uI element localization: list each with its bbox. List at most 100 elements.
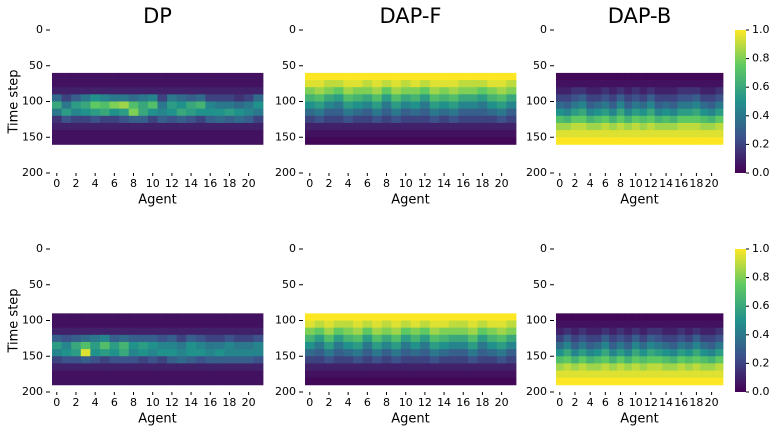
cell xyxy=(186,137,197,145)
cell xyxy=(609,320,618,329)
cell xyxy=(448,94,459,102)
cell xyxy=(429,87,440,95)
cell xyxy=(362,72,373,81)
cell xyxy=(448,115,459,124)
cell xyxy=(439,370,450,379)
cell xyxy=(52,130,62,138)
cell xyxy=(324,122,335,131)
cell xyxy=(157,363,168,371)
cell xyxy=(234,137,245,145)
cell xyxy=(381,137,392,145)
cell xyxy=(662,101,671,110)
cell xyxy=(343,115,354,124)
cell xyxy=(167,327,178,336)
cell xyxy=(685,349,694,357)
cell xyxy=(700,341,709,350)
cell xyxy=(654,320,663,329)
cell xyxy=(647,108,656,117)
cell xyxy=(52,122,62,131)
cell xyxy=(372,87,383,95)
cell xyxy=(90,377,101,386)
cell xyxy=(496,80,507,88)
cell xyxy=(157,356,168,364)
cell xyxy=(243,108,254,117)
cell xyxy=(362,356,373,364)
cell xyxy=(352,349,363,357)
cell xyxy=(215,327,226,336)
cell xyxy=(362,137,373,145)
cell xyxy=(195,349,206,357)
cell xyxy=(685,370,694,379)
cell xyxy=(333,108,344,117)
cell xyxy=(556,94,564,102)
y-tick-label: 100 xyxy=(526,314,547,327)
cell xyxy=(52,334,62,343)
cell xyxy=(61,356,72,364)
cell xyxy=(400,334,411,343)
cell xyxy=(448,313,459,321)
cell xyxy=(362,130,373,138)
cell xyxy=(420,101,431,110)
cell xyxy=(381,80,392,88)
cell xyxy=(99,327,110,336)
cell xyxy=(609,130,618,138)
cell xyxy=(458,320,469,329)
cell xyxy=(343,377,354,386)
x-tick-label: 20 xyxy=(705,396,719,409)
cell xyxy=(224,356,235,364)
cell xyxy=(506,334,517,343)
cell xyxy=(138,94,149,102)
cell xyxy=(205,370,216,379)
cell xyxy=(138,320,149,329)
y-tick-label: 100 xyxy=(22,314,43,327)
cell xyxy=(157,115,168,124)
cell xyxy=(109,377,120,386)
cell xyxy=(372,320,383,329)
cell xyxy=(487,349,498,357)
cell xyxy=(506,137,517,145)
cell xyxy=(314,80,325,88)
cell xyxy=(616,115,625,124)
cell xyxy=(692,363,701,371)
cell xyxy=(563,108,572,117)
cell xyxy=(487,320,498,329)
cell xyxy=(468,370,479,379)
cell xyxy=(685,101,694,110)
cell xyxy=(647,87,656,95)
cell xyxy=(305,115,315,124)
cell xyxy=(496,130,507,138)
cell xyxy=(362,363,373,371)
cell xyxy=(324,377,335,386)
cell xyxy=(571,80,580,88)
cell xyxy=(243,94,254,102)
x-tick-label: 6 xyxy=(364,396,371,409)
cell xyxy=(429,94,440,102)
cell xyxy=(195,94,206,102)
cell xyxy=(477,334,488,343)
cell xyxy=(176,137,187,145)
cell xyxy=(157,101,168,110)
x-tick-label: 6 xyxy=(111,396,118,409)
cell xyxy=(167,341,178,350)
cell xyxy=(677,334,686,343)
cell xyxy=(138,115,149,124)
cell xyxy=(707,80,716,88)
cell xyxy=(448,327,459,336)
cell xyxy=(119,72,130,81)
cell xyxy=(314,137,325,145)
cell xyxy=(372,327,383,336)
cell xyxy=(487,80,498,88)
cell xyxy=(109,122,120,131)
cell xyxy=(224,137,235,145)
cell xyxy=(458,341,469,350)
cell xyxy=(381,363,392,371)
cell xyxy=(381,130,392,138)
cell xyxy=(176,334,187,343)
cell xyxy=(692,327,701,336)
x-tick-label: 16 xyxy=(203,177,217,190)
cell xyxy=(147,137,158,145)
cell xyxy=(234,377,245,386)
cell xyxy=(224,108,235,117)
cell xyxy=(128,313,139,321)
cell xyxy=(324,115,335,124)
